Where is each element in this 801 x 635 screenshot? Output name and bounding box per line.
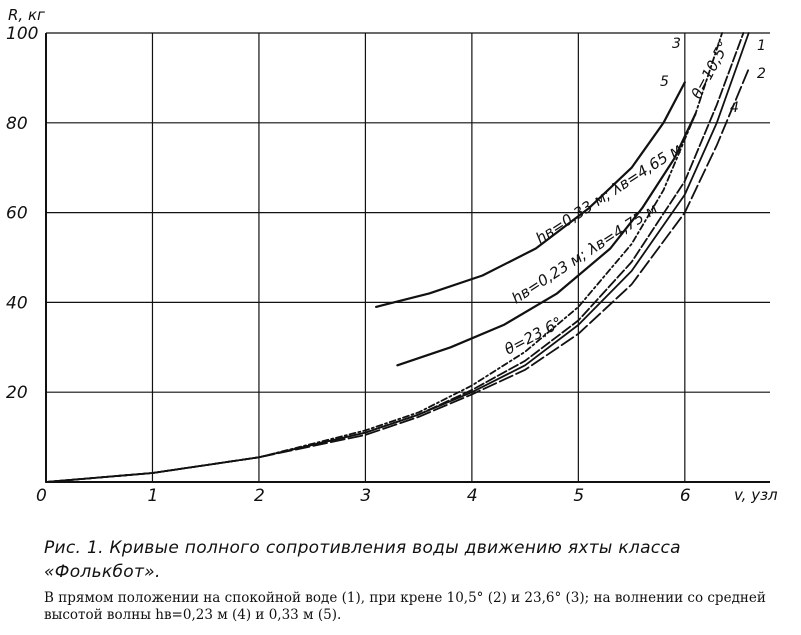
chart-tick-labels: 0 1 2 3 4 5 6 20 40 60 80 100 [6, 24, 691, 506]
y-axis-label: R, кг [8, 6, 45, 24]
series-line-5 [375, 81, 686, 308]
series-line-0 [45, 32, 750, 483]
figure-caption-body: В прямом положении на спокойной воде (1)… [44, 590, 766, 623]
curve-label-4: 4 [730, 100, 739, 116]
y-tick-label-1: 40 [6, 293, 28, 313]
annotation-heel-105: θ=10,5° [688, 38, 733, 102]
curve-label-1: 1 [757, 38, 766, 54]
x-tick-label-3: 3 [360, 486, 371, 506]
curve-label-2: 2 [757, 66, 766, 82]
y-tick-label-2: 60 [6, 204, 28, 224]
x-tick-label-5: 5 [573, 486, 584, 506]
chart-grid [45, 32, 770, 483]
chart-curves [45, 32, 750, 483]
series-line-1 [45, 32, 745, 483]
y-tick-label-4: 100 [6, 24, 38, 44]
series-line-3 [45, 68, 750, 483]
figure-caption-title: Рис. 1. Кривые полного сопротивления вод… [44, 538, 681, 582]
series-line-2 [45, 32, 723, 483]
curve-label-5: 5 [660, 74, 669, 90]
x-tick-label-6: 6 [680, 486, 691, 506]
series-line-4 [396, 112, 697, 367]
x-tick-label-1: 1 [147, 486, 158, 506]
x-tick-label-4: 4 [467, 486, 478, 506]
x-axis-label: v, узл [734, 486, 778, 504]
curve-label-3: 3 [672, 36, 681, 52]
x-tick-label-2: 2 [254, 486, 265, 506]
y-tick-label-3: 80 [6, 114, 28, 134]
y-tick-label-0: 20 [6, 383, 28, 403]
x-tick-label-0: 0 [36, 486, 47, 506]
